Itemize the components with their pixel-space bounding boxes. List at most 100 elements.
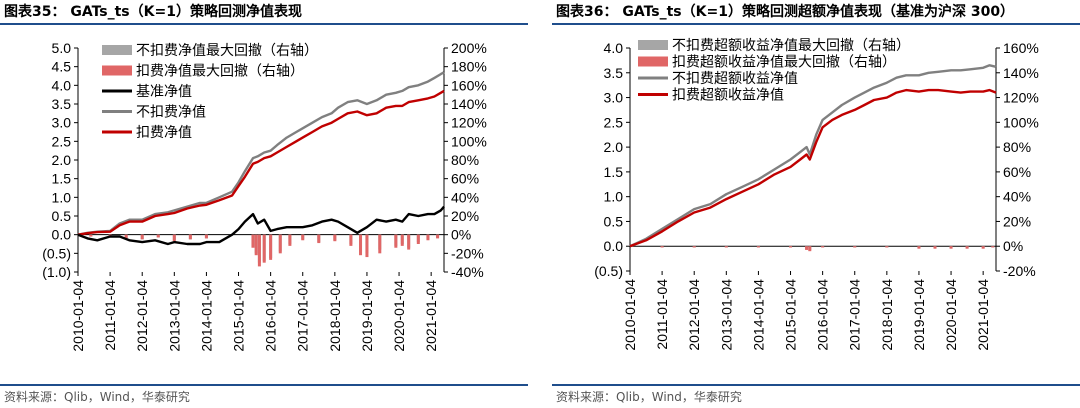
drawdown-bar	[821, 246, 825, 248]
x-tick-label: 2021-01-04	[975, 279, 991, 351]
drawdown-bar	[156, 234, 160, 238]
left-tick-label: 1.0	[604, 189, 624, 205]
x-tick-label: 2019-01-04	[359, 280, 375, 352]
left-tick-label: 3.5	[52, 96, 72, 112]
x-tick-label: 2014-01-04	[750, 279, 766, 351]
drawdown-bar	[262, 234, 266, 263]
legend-swatch	[638, 40, 668, 50]
series-line	[77, 205, 445, 246]
series-line	[77, 71, 445, 236]
left-tick-label: (0.5)	[42, 245, 71, 261]
right-tick-label: 20%	[1003, 213, 1031, 229]
left-tick-label: 4.0	[604, 40, 624, 56]
drawdown-bar	[359, 234, 363, 256]
drawdown-bar	[660, 246, 664, 248]
right-tick-label: 20%	[451, 208, 479, 224]
drawdown-bar	[808, 246, 812, 252]
right-tick-label: 180%	[451, 59, 487, 75]
drawdown-bar	[885, 246, 889, 248]
drawdown-bar	[981, 246, 985, 249]
drawdown-bar	[349, 234, 353, 246]
series-line	[629, 88, 997, 248]
drawdown-bar	[278, 234, 282, 254]
x-tick-label: 2012-01-04	[134, 280, 150, 352]
x-tick-label: 2011-01-04	[654, 279, 670, 350]
title-rule	[0, 23, 528, 25]
legend-swatch	[638, 56, 668, 67]
drawdown-bar	[172, 234, 176, 242]
drawdown-bar	[692, 246, 696, 248]
drawdown-bar	[407, 234, 411, 250]
right-tick-label: -20%	[451, 245, 484, 261]
legend-label: 扣费净值	[136, 124, 192, 140]
right-tick-label: 80%	[451, 152, 479, 168]
right-tick-label: 0%	[451, 227, 471, 243]
left-tick-label: 2.5	[52, 133, 72, 149]
right-tick-label: 80%	[1003, 139, 1031, 155]
x-tick-label: 2013-01-04	[718, 279, 734, 351]
source-rule	[0, 384, 528, 386]
drawdown-bar	[933, 246, 937, 249]
chart-title: 图表36： GATs_ts（K=1）策略回测超额净值表现（基准为沪深 300）	[556, 4, 1015, 20]
drawdown-bar	[317, 234, 321, 244]
x-tick-label: 2019-01-04	[911, 279, 927, 351]
x-tick-label: 2018-01-04	[879, 279, 895, 351]
legend-label: 扣费超额收益净值	[672, 87, 784, 103]
left-tick-label: 3.5	[604, 65, 624, 81]
right-tick-label: 60%	[1003, 164, 1031, 180]
drawdown-bar	[436, 234, 440, 239]
left-tick-label: (0.5)	[594, 263, 623, 279]
legend-label: 扣费超额收益净值最大回撤（右轴）	[672, 54, 896, 70]
x-tick-label: 2010-01-04	[622, 279, 638, 351]
drawdown-bar	[789, 246, 793, 248]
right-tick-label: 40%	[1003, 189, 1031, 205]
left-tick-label: (1.0)	[42, 264, 71, 280]
right-tick-label: -40%	[451, 264, 484, 280]
legend-swatch	[102, 65, 132, 76]
x-tick-label: 2016-01-04	[263, 280, 279, 352]
x-tick-label: 2017-01-04	[295, 280, 311, 352]
x-tick-label: 2015-01-04	[231, 280, 247, 352]
drawdown-bar	[301, 234, 305, 241]
drawdown-bar	[188, 234, 192, 240]
right-tick-label: 0%	[1003, 238, 1023, 254]
left-tick-label: 0.5	[52, 208, 72, 224]
x-tick-label: 2011-01-04	[102, 280, 118, 351]
drawdown-bar	[140, 234, 144, 240]
drawdown-bar	[257, 234, 261, 267]
x-tick-label: 2020-01-04	[391, 280, 407, 352]
drawdown-bar	[949, 246, 953, 249]
drawdown-bar	[269, 234, 273, 260]
right-tick-label: 100%	[451, 133, 487, 149]
legend-label: 不扣费净值	[136, 104, 206, 120]
left-tick-label: 2.0	[604, 139, 624, 155]
source-note: 资料来源：Qlib，Wind，华泰研究	[556, 390, 742, 404]
chart-panel-35: 图表35： GATs_ts（K=1）策略回测净值表现 (1.0) (0.5) 0.0…	[0, 0, 528, 408]
drawdown-bar	[724, 246, 728, 248]
drawdown-bar	[204, 234, 208, 239]
right-tick-label: 120%	[451, 115, 487, 131]
drawdown-bar	[378, 234, 382, 254]
drawdown-bar	[917, 246, 921, 249]
chart-36-svg: (0.5) 0.0 0.5 1.0 1.5 2.0 2.5 3.0 3.5 4.0 -20% 0% 20…	[594, 37, 1039, 351]
legend-label: 基准净值	[136, 83, 192, 99]
x-tick-label: 2017-01-04	[847, 279, 863, 351]
left-tick-label: 2.0	[52, 152, 72, 168]
drawdown-bar	[288, 234, 292, 246]
left-tick-label: 0.5	[604, 213, 624, 229]
left-tick-label: 0.0	[604, 238, 624, 254]
left-tick-label: 1.5	[52, 171, 72, 187]
legend-label: 不扣费超额收益净值	[672, 70, 798, 86]
x-tick-label: 2014-01-04	[198, 280, 214, 352]
drawdown-bar	[853, 246, 857, 248]
drawdown-bar	[124, 234, 128, 239]
left-tick-label: 4.0	[52, 77, 72, 93]
x-tick-label: 2013-01-04	[166, 280, 182, 352]
left-tick-label: 3.0	[52, 115, 72, 131]
drawdown-bar	[965, 246, 969, 249]
legend-label: 不扣费净值最大回撤（右轴）	[136, 42, 318, 58]
x-tick-label: 2015-01-04	[783, 279, 799, 351]
left-tick-label: 3.0	[604, 90, 624, 106]
legend-swatch	[102, 45, 132, 55]
source-rule	[552, 384, 1080, 386]
